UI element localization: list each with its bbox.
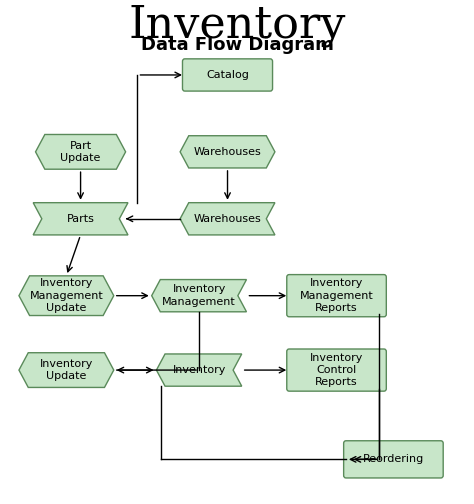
Text: Inventory
Management: Inventory Management [162, 284, 236, 307]
Text: Data Flow Diagram: Data Flow Diagram [141, 36, 333, 54]
Text: Inventory: Inventory [173, 365, 226, 375]
Polygon shape [33, 203, 128, 235]
Polygon shape [19, 276, 114, 316]
FancyBboxPatch shape [182, 59, 273, 91]
Text: Inventory
Control
Reports: Inventory Control Reports [310, 353, 363, 388]
Text: Inventory
Management
Reports: Inventory Management Reports [300, 278, 374, 313]
Polygon shape [36, 135, 126, 169]
Text: Parts: Parts [67, 214, 94, 224]
Text: Warehouses: Warehouses [194, 214, 261, 224]
Polygon shape [156, 354, 242, 386]
Polygon shape [180, 136, 275, 168]
FancyBboxPatch shape [287, 349, 386, 391]
Text: Warehouses: Warehouses [194, 147, 261, 157]
Polygon shape [19, 353, 114, 388]
Text: Reordering: Reordering [363, 455, 424, 464]
Polygon shape [152, 280, 246, 312]
Text: Catalog: Catalog [206, 70, 249, 80]
Text: Inventory
Update: Inventory Update [40, 359, 93, 382]
FancyBboxPatch shape [344, 441, 443, 478]
Polygon shape [180, 203, 275, 235]
Text: Part
Update: Part Update [60, 141, 101, 163]
Text: Inventory: Inventory [128, 4, 346, 47]
Text: Inventory
Management
Update: Inventory Management Update [29, 278, 103, 313]
FancyBboxPatch shape [287, 275, 386, 317]
